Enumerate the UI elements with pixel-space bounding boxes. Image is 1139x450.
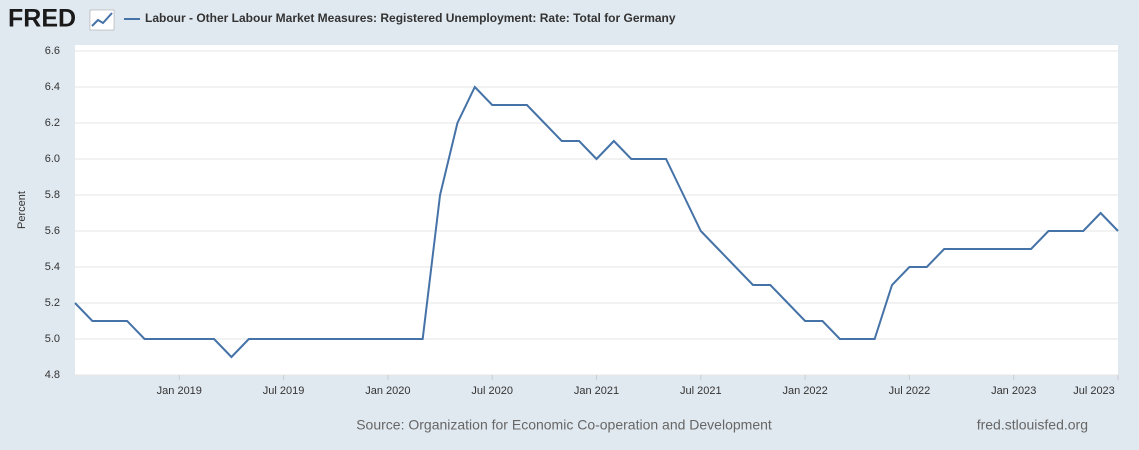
x-tick-label: Jan 2021 <box>574 385 619 397</box>
x-tick-label: Jul 2023 <box>1073 385 1115 397</box>
legend-label: Labour - Other Labour Market Measures: R… <box>145 11 676 25</box>
y-tick-label: 5.2 <box>45 297 60 309</box>
y-tick-label: 5.6 <box>45 225 60 237</box>
x-tick-label: Jul 2019 <box>263 385 305 397</box>
x-tick-label: Jan 2020 <box>365 385 410 397</box>
y-tick-label: 5.4 <box>45 261 60 273</box>
x-tick-label: Jul 2021 <box>680 385 722 397</box>
source: Source: Organization for Economic Co-ope… <box>356 417 772 433</box>
x-tick-label: Jul 2020 <box>471 385 513 397</box>
y-tick-label: 6.2 <box>45 117 60 129</box>
y-tick-label: 6.6 <box>45 45 60 57</box>
y-tick-label: 6.0 <box>45 153 60 165</box>
x-tick-label: Jan 2019 <box>157 385 202 397</box>
y-tick-label: 4.8 <box>45 369 60 381</box>
x-tick-label: Jan 2023 <box>991 385 1036 397</box>
y-axis-label: Percent <box>16 191 28 229</box>
x-tick-label: Jul 2022 <box>889 385 931 397</box>
y-tick-label: 5.8 <box>45 189 60 201</box>
credit: fred.stlouisfed.org <box>977 417 1088 433</box>
logo: FRED <box>8 5 76 33</box>
logo-icon <box>89 9 115 31</box>
x-tick-label: Jan 2022 <box>782 385 827 397</box>
y-tick-label: 5.0 <box>45 333 60 345</box>
line <box>74 85 1119 359</box>
plot-area <box>75 45 1118 375</box>
y-tick-label: 6.4 <box>45 81 60 93</box>
